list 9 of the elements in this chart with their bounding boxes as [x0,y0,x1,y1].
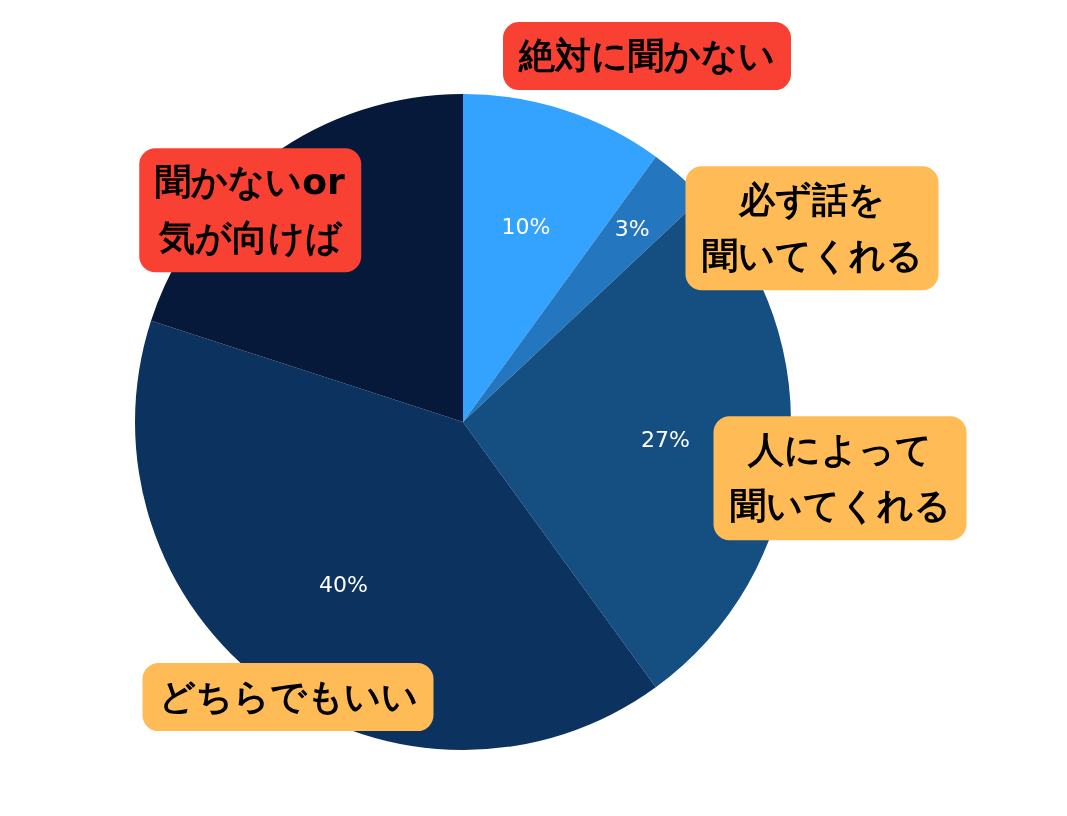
slice-label: どちらでもいい [142,663,434,731]
data-label: 40% [319,572,368,598]
slice-label: 聞かないor気が向けば [139,148,361,272]
slice-label: 必ず話を聞いてくれる [685,166,939,290]
data-label: 3% [614,215,650,241]
slice-label: 人によって聞いてくれる [713,416,967,540]
slice-label: 絶対に聞かない [503,22,791,90]
data-label: 27% [641,426,690,452]
data-label: 10% [501,214,551,240]
